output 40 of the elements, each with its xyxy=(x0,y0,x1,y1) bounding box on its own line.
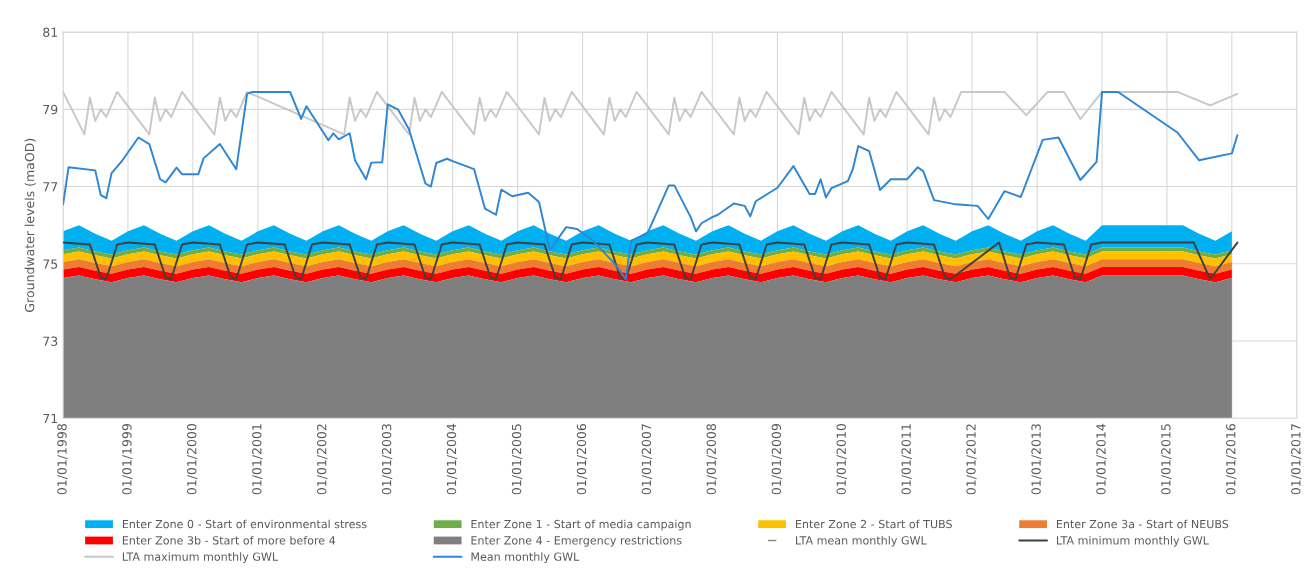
line-series xyxy=(63,90,1239,281)
x-tick-label: 01/01/2004 xyxy=(446,423,458,495)
x-tick-label: 01/01/2000 xyxy=(187,423,198,495)
line-series xyxy=(63,90,1239,136)
x-tick-label: 01/01/1999 xyxy=(122,424,133,495)
x-tick-label: 01/01/2001 xyxy=(252,424,263,495)
y-axis-title: Groundwater levels (maOD) xyxy=(24,138,36,312)
legend-label: Enter Zone 3b - Start of more before 4 xyxy=(122,535,336,545)
legend-label: Enter Zone 0 - Start of environmental stress xyxy=(122,519,367,529)
legend-label: LTA maximum monthly GWL xyxy=(122,552,279,563)
y-tick-label: 77 xyxy=(43,182,58,192)
x-tick-label: 01/01/2017 xyxy=(1291,424,1302,495)
legend-label: LTA mean monthly GWL xyxy=(796,535,927,547)
x-tick-label: 01/01/2016 xyxy=(1226,423,1237,495)
y-tick-label: 75 xyxy=(43,259,58,269)
x-tick-label: 01/01/1998 xyxy=(57,424,68,495)
legend-label: LTA minimum monthly GWL xyxy=(1056,535,1209,547)
x-tick-label: 01/01/2012 xyxy=(966,424,977,495)
legend-label: Enter Zone 3a - Start of NEUBS xyxy=(1056,519,1229,529)
x-tick-label: 01/01/2015 xyxy=(1161,424,1172,495)
x-tick-label: 01/01/2014 xyxy=(1096,423,1107,495)
x-tick-label: 01/01/2007 xyxy=(641,424,653,495)
x-tick-label: 01/01/2010 xyxy=(836,423,847,495)
y-tick-label: 71 xyxy=(43,413,58,424)
legend-label: Enter Zone 2 - Start of TUBS xyxy=(796,519,952,529)
legend-label: Enter Zone 4 - Emergency restrictions xyxy=(471,535,682,547)
x-tick-label: 01/01/2013 xyxy=(1031,424,1042,495)
x-tick-label: 01/01/2003 xyxy=(381,424,393,495)
line-series xyxy=(63,241,1239,281)
x-tick-label: 01/01/2011 xyxy=(901,424,912,495)
x-tick-label: 01/01/2005 xyxy=(511,424,523,495)
x-tick-label: 01/01/2009 xyxy=(771,424,783,495)
y-tick-label: 79 xyxy=(43,104,58,115)
x-tick-label: 01/01/2002 xyxy=(316,424,328,495)
y-tick-label: 73 xyxy=(43,336,58,346)
legend-label: Mean monthly GWL xyxy=(471,552,580,563)
legend-label: Enter Zone 1 - Start of media campaign xyxy=(471,519,691,531)
x-tick-label: 01/01/2008 xyxy=(706,424,717,495)
y-tick-label: 81 xyxy=(43,27,58,38)
x-tick-label: 01/01/2006 xyxy=(576,423,588,495)
